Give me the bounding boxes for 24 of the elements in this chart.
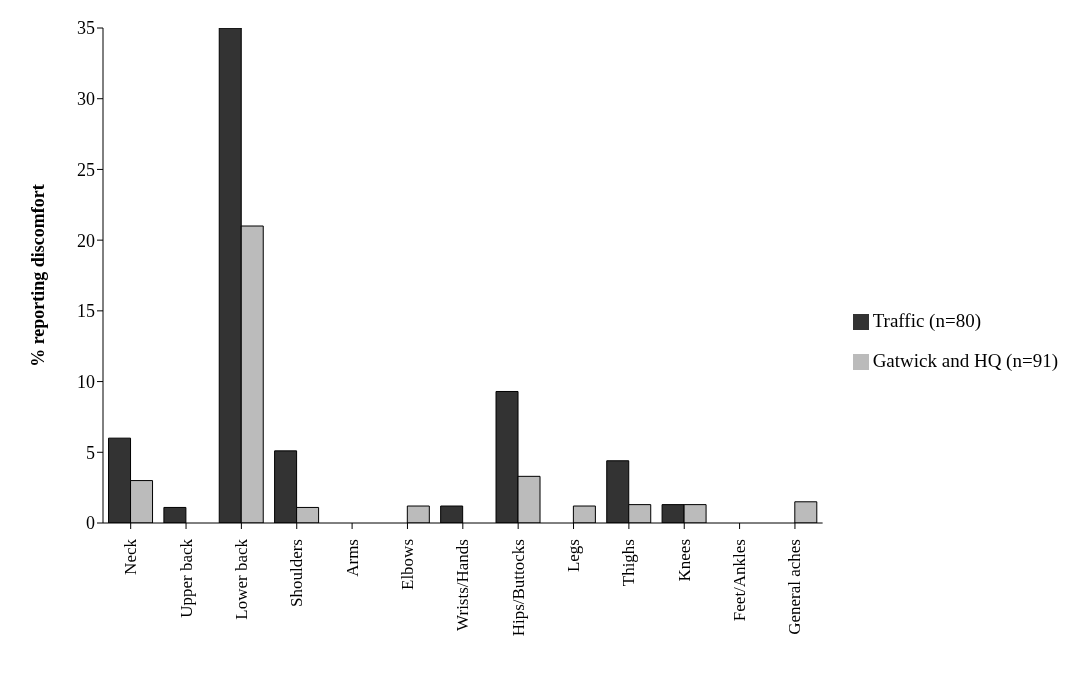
y-tick-label: 0 xyxy=(86,513,95,534)
x-tick-label: Hips/Buttocks xyxy=(508,539,528,637)
x-tick-label: Thighs xyxy=(619,539,639,587)
x-tick-label: General aches xyxy=(785,539,805,635)
x-tick-label: Wrists/Hands xyxy=(453,539,473,631)
y-tick-label: 20 xyxy=(77,230,95,251)
x-tick-label: Upper back xyxy=(176,538,196,618)
x-tick-label: Knees xyxy=(674,539,694,582)
y-tick-label: 15 xyxy=(77,301,95,322)
x-tick-label: Legs xyxy=(564,539,584,573)
y-tick-label: 5 xyxy=(86,442,95,463)
y-tick-label: 25 xyxy=(77,159,95,180)
x-tick-label: Shoulders xyxy=(287,539,307,607)
y-tick-label: 10 xyxy=(77,371,95,392)
x-tick-label: Neck xyxy=(121,538,141,575)
x-tick-label: Lower back xyxy=(231,538,251,620)
x-tick-label: Arms xyxy=(342,539,362,577)
y-tick-label: 35 xyxy=(77,18,95,39)
x-tick-label: Elbows xyxy=(397,539,417,590)
y-tick-label: 30 xyxy=(77,89,95,110)
legend-label: Gatwick and HQ (n=91) xyxy=(872,349,1058,371)
legend-label: Traffic (n=80) xyxy=(872,309,981,331)
y-axis-title: % reporting discomfort xyxy=(28,184,49,367)
x-tick-label: Feet/Ankles xyxy=(730,539,750,622)
